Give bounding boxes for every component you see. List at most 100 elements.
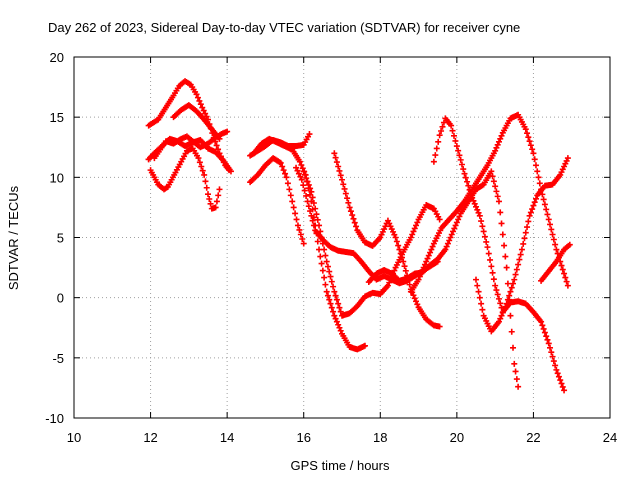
data-point — [226, 167, 233, 174]
data-point — [513, 266, 520, 273]
data-point — [539, 322, 546, 329]
data-point — [316, 246, 323, 253]
data-point — [301, 171, 308, 178]
data-point — [501, 306, 508, 313]
data-point — [332, 292, 339, 299]
data-point — [524, 224, 531, 231]
data-point — [532, 195, 539, 202]
data-point — [298, 176, 305, 183]
data-point — [409, 231, 416, 238]
data-point — [559, 266, 566, 273]
data-point — [312, 205, 319, 212]
data-point — [495, 295, 502, 302]
data-point — [220, 159, 227, 166]
data-point — [193, 91, 200, 98]
data-point — [213, 198, 220, 205]
data-point — [308, 212, 315, 219]
data-point — [333, 159, 340, 166]
data-point — [488, 263, 495, 270]
data-point — [485, 250, 492, 257]
data-point — [396, 246, 403, 253]
data-point — [524, 130, 531, 137]
data-point — [307, 208, 314, 215]
data-point — [492, 147, 499, 154]
data-point — [287, 192, 294, 199]
data-point — [507, 288, 514, 295]
data-point — [503, 300, 510, 307]
data-point — [489, 173, 496, 180]
data-point — [202, 110, 209, 117]
data-point — [207, 200, 214, 207]
data-point — [512, 271, 519, 278]
data-point — [203, 184, 210, 191]
data-point — [199, 167, 206, 174]
data-point — [455, 147, 462, 154]
data-point — [279, 163, 286, 170]
data-point — [498, 312, 505, 319]
data-point — [297, 231, 304, 238]
series-13 — [430, 115, 568, 394]
data-point — [478, 300, 485, 307]
data-point — [333, 296, 340, 303]
data-point — [476, 212, 483, 219]
series-15 — [473, 155, 571, 335]
data-point — [436, 323, 443, 330]
data-point — [327, 273, 334, 280]
data-point — [547, 221, 554, 228]
data-point — [386, 279, 393, 286]
data-point — [545, 216, 552, 223]
data-point — [451, 225, 458, 232]
data-point — [280, 167, 287, 174]
data-point — [387, 276, 394, 283]
data-point — [411, 295, 418, 302]
data-point — [544, 211, 551, 218]
data-point — [428, 246, 435, 253]
data-point — [430, 158, 437, 165]
data-point — [286, 186, 293, 193]
y-ticks: -10 -5 0 5 10 15 20 — [45, 50, 610, 426]
data-point — [307, 185, 314, 192]
data-point — [498, 220, 505, 227]
data-point — [306, 131, 313, 138]
data-point — [331, 150, 338, 157]
data-point — [318, 260, 325, 267]
data-point — [299, 236, 306, 243]
series-7 — [247, 155, 307, 247]
data-point — [319, 267, 326, 274]
data-point — [384, 282, 391, 289]
data-point — [552, 362, 559, 369]
data-point — [511, 276, 518, 283]
data-point — [200, 107, 207, 114]
data-point — [397, 250, 404, 257]
data-point — [337, 172, 344, 179]
data-point — [206, 195, 213, 202]
data-point — [497, 209, 504, 216]
data-point — [319, 240, 326, 247]
data-point — [314, 216, 321, 223]
data-point — [424, 255, 431, 262]
data-point — [444, 240, 451, 247]
data-point — [479, 223, 486, 230]
data-point — [510, 344, 517, 351]
data-point — [328, 304, 335, 311]
data-point — [337, 327, 344, 334]
data-point — [202, 178, 209, 185]
data-point — [507, 312, 514, 319]
data-point — [498, 132, 505, 139]
data-point — [323, 288, 330, 295]
data-point — [321, 246, 328, 253]
x-tick-label: 16 — [296, 430, 310, 445]
data-point — [300, 168, 307, 175]
data-point — [309, 194, 316, 201]
data-point — [469, 194, 476, 201]
data-point — [296, 226, 303, 233]
data-point — [293, 164, 300, 171]
data-point — [439, 123, 446, 130]
data-point — [495, 318, 502, 325]
data-point — [436, 132, 443, 139]
data-point — [483, 238, 490, 245]
data-point — [442, 246, 449, 253]
data-point — [213, 142, 220, 149]
data-point — [534, 168, 541, 175]
data-point — [529, 206, 536, 213]
